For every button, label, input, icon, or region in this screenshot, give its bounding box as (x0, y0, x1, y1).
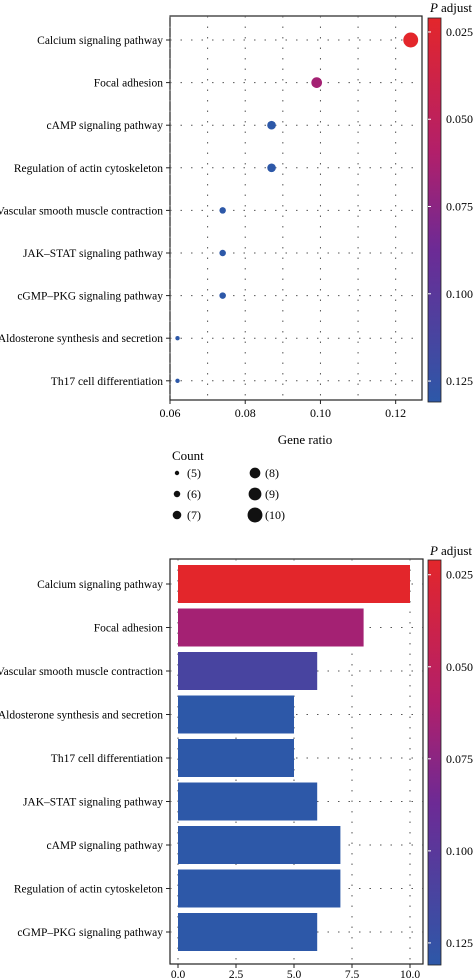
dot-plot-point-5 (219, 249, 226, 257)
bar-chart-xtick-label-0: 0.0 (171, 969, 186, 978)
bar-2 (178, 652, 318, 690)
dot-plot-category-label-2: cAMP signaling pathway (47, 120, 164, 132)
colorbar-top-tick-label-4: 0.125 (446, 374, 473, 388)
dot-plot-point-0 (403, 32, 419, 48)
colorbar-top-tick-label-1: 0.050 (446, 112, 473, 126)
dot-plot-point-6 (219, 292, 226, 299)
bar-chart-category-label-6: cAMP signaling pathway (47, 840, 164, 852)
bar-0 (178, 565, 410, 603)
size-legend-dot-4 (248, 487, 262, 501)
dot-plot-category-label-6: cGMP–PKG signaling pathway (17, 291, 163, 303)
bar-8 (178, 913, 318, 951)
bar-chart-category-labels: Calcium signaling pathway Focal adhesion V… (0, 579, 170, 939)
bar-chart-x-ticks: 0.0 2.5 5.0 7.5 10.0 (171, 964, 420, 978)
size-legend-dot-5 (247, 507, 263, 523)
bar-chart-category-label-0: Calcium signaling pathway (37, 579, 163, 591)
bar-1 (178, 608, 364, 647)
bar-chart-bars (178, 565, 410, 951)
bar-chart-xtick-label-3: 7.5 (345, 969, 360, 978)
dot-plot-category-label-5: JAK–STAT signaling pathway (23, 248, 163, 260)
dot-plot-point-4 (219, 207, 226, 214)
size-legend-dot-0 (174, 470, 180, 476)
colorbar-top-tick-label-0: 0.025 (446, 25, 473, 39)
bar-chart-xtick-label-4: 10.0 (400, 969, 420, 978)
colorbar-top-tick-label-3: 0.100 (446, 287, 473, 301)
bar-chart-category-label-2: Vascular smooth muscle contraction (0, 666, 163, 678)
dot-plot-category-label-3: Regulation of actin cytoskeleton (14, 163, 163, 175)
colorbar-bottom-tick-label-1: 0.050 (446, 660, 473, 674)
colorbar-bottom-tick-label-0: 0.025 (446, 568, 473, 582)
bar-chart-category-label-8: cGMP–PKG signaling pathway (17, 927, 163, 939)
bar-chart-category-label-4: Th17 cell differentiation (51, 753, 163, 765)
colorbar-bottom (427, 559, 442, 966)
size-legend-dot-3 (249, 467, 261, 479)
dot-plot-panel: Calcium signaling pathway Focal adhesion c… (0, 0, 473, 523)
dot-plot-point-3 (267, 163, 276, 173)
bar-7 (178, 869, 341, 908)
size-legend-label-1: (6) (187, 487, 201, 501)
dot-plot-xtick-label-1: 0.08 (235, 406, 256, 420)
dot-plot-category-label-4: Vascular smooth muscle contraction (0, 205, 163, 217)
colorbar-bottom-ticks: 0.025 0.050 0.075 0.100 0.125 (428, 568, 473, 950)
size-legend: (5) (6) (7) (8) (9) (10) (172, 466, 285, 523)
dot-plot-point-8 (175, 378, 180, 383)
size-legend-dot-1 (173, 490, 181, 498)
colorbar-top-tick-label-2: 0.075 (446, 200, 473, 214)
bar-chart-category-label-3: Aldosterone synthesis and secretion (0, 710, 163, 722)
bar-4 (178, 739, 294, 777)
dot-plot-x-axis-label: Gene ratio (278, 432, 333, 447)
dot-plot-category-label-7: Aldosterone synthesis and secretion (0, 333, 163, 345)
bar-chart-category-label-7: Regulation of actin cytoskeleton (14, 884, 163, 896)
dot-plot-point-2 (267, 120, 276, 130)
bar-6 (178, 826, 341, 864)
dot-plot-xtick-label-3: 0.12 (385, 406, 406, 420)
dot-plot-point-1 (311, 77, 323, 88)
size-legend-dot-2 (172, 510, 182, 520)
colorbar-bottom-tick-label-3: 0.100 (446, 844, 473, 858)
size-legend-title: Count (172, 448, 204, 463)
dot-plot-points (175, 32, 419, 383)
dot-plot-category-label-0: Calcium signaling pathway (37, 35, 163, 47)
bar-3 (178, 695, 294, 734)
dot-plot-x-ticks: 0.06 0.08 0.10 0.12 (160, 400, 406, 420)
size-legend-label-3: (8) (265, 466, 279, 480)
bar-chart-xtick-label-1: 2.5 (229, 969, 244, 978)
bar-chart-xtick-label-2: 5.0 (287, 969, 302, 978)
colorbar-top-ticks: 0.025 0.050 0.075 0.100 0.125 (428, 25, 473, 388)
size-legend-label-5: (10) (265, 508, 285, 522)
dot-plot-grid (169, 16, 422, 400)
bar-chart-category-label-5: JAK–STAT signaling pathway (23, 797, 163, 809)
dot-plot-xtick-label-0: 0.06 (160, 406, 181, 420)
dot-plot-xtick-label-2: 0.10 (310, 406, 331, 420)
bar-5 (178, 782, 318, 821)
colorbar-bottom-tick-label-2: 0.075 (446, 752, 473, 766)
colorbar-bottom-tick-label-4: 0.125 (446, 936, 473, 950)
bar-chart-category-label-1: Focal adhesion (94, 623, 164, 635)
size-legend-label-2: (7) (187, 508, 201, 522)
dot-plot-point-7 (175, 336, 180, 341)
size-legend-label-0: (5) (187, 466, 201, 480)
dot-plot-category-label-1: Focal adhesion (94, 78, 164, 90)
dot-plot-category-labels: Calcium signaling pathway Focal adhesion c… (0, 35, 170, 388)
colorbar-top (427, 17, 442, 403)
dot-plot-frame (169, 15, 423, 401)
size-legend-label-4: (9) (265, 487, 279, 501)
bar-chart-panel: Calcium signaling pathway Focal adhesion V… (0, 543, 473, 978)
dot-plot-category-label-8: Th17 cell differentiation (51, 376, 163, 388)
